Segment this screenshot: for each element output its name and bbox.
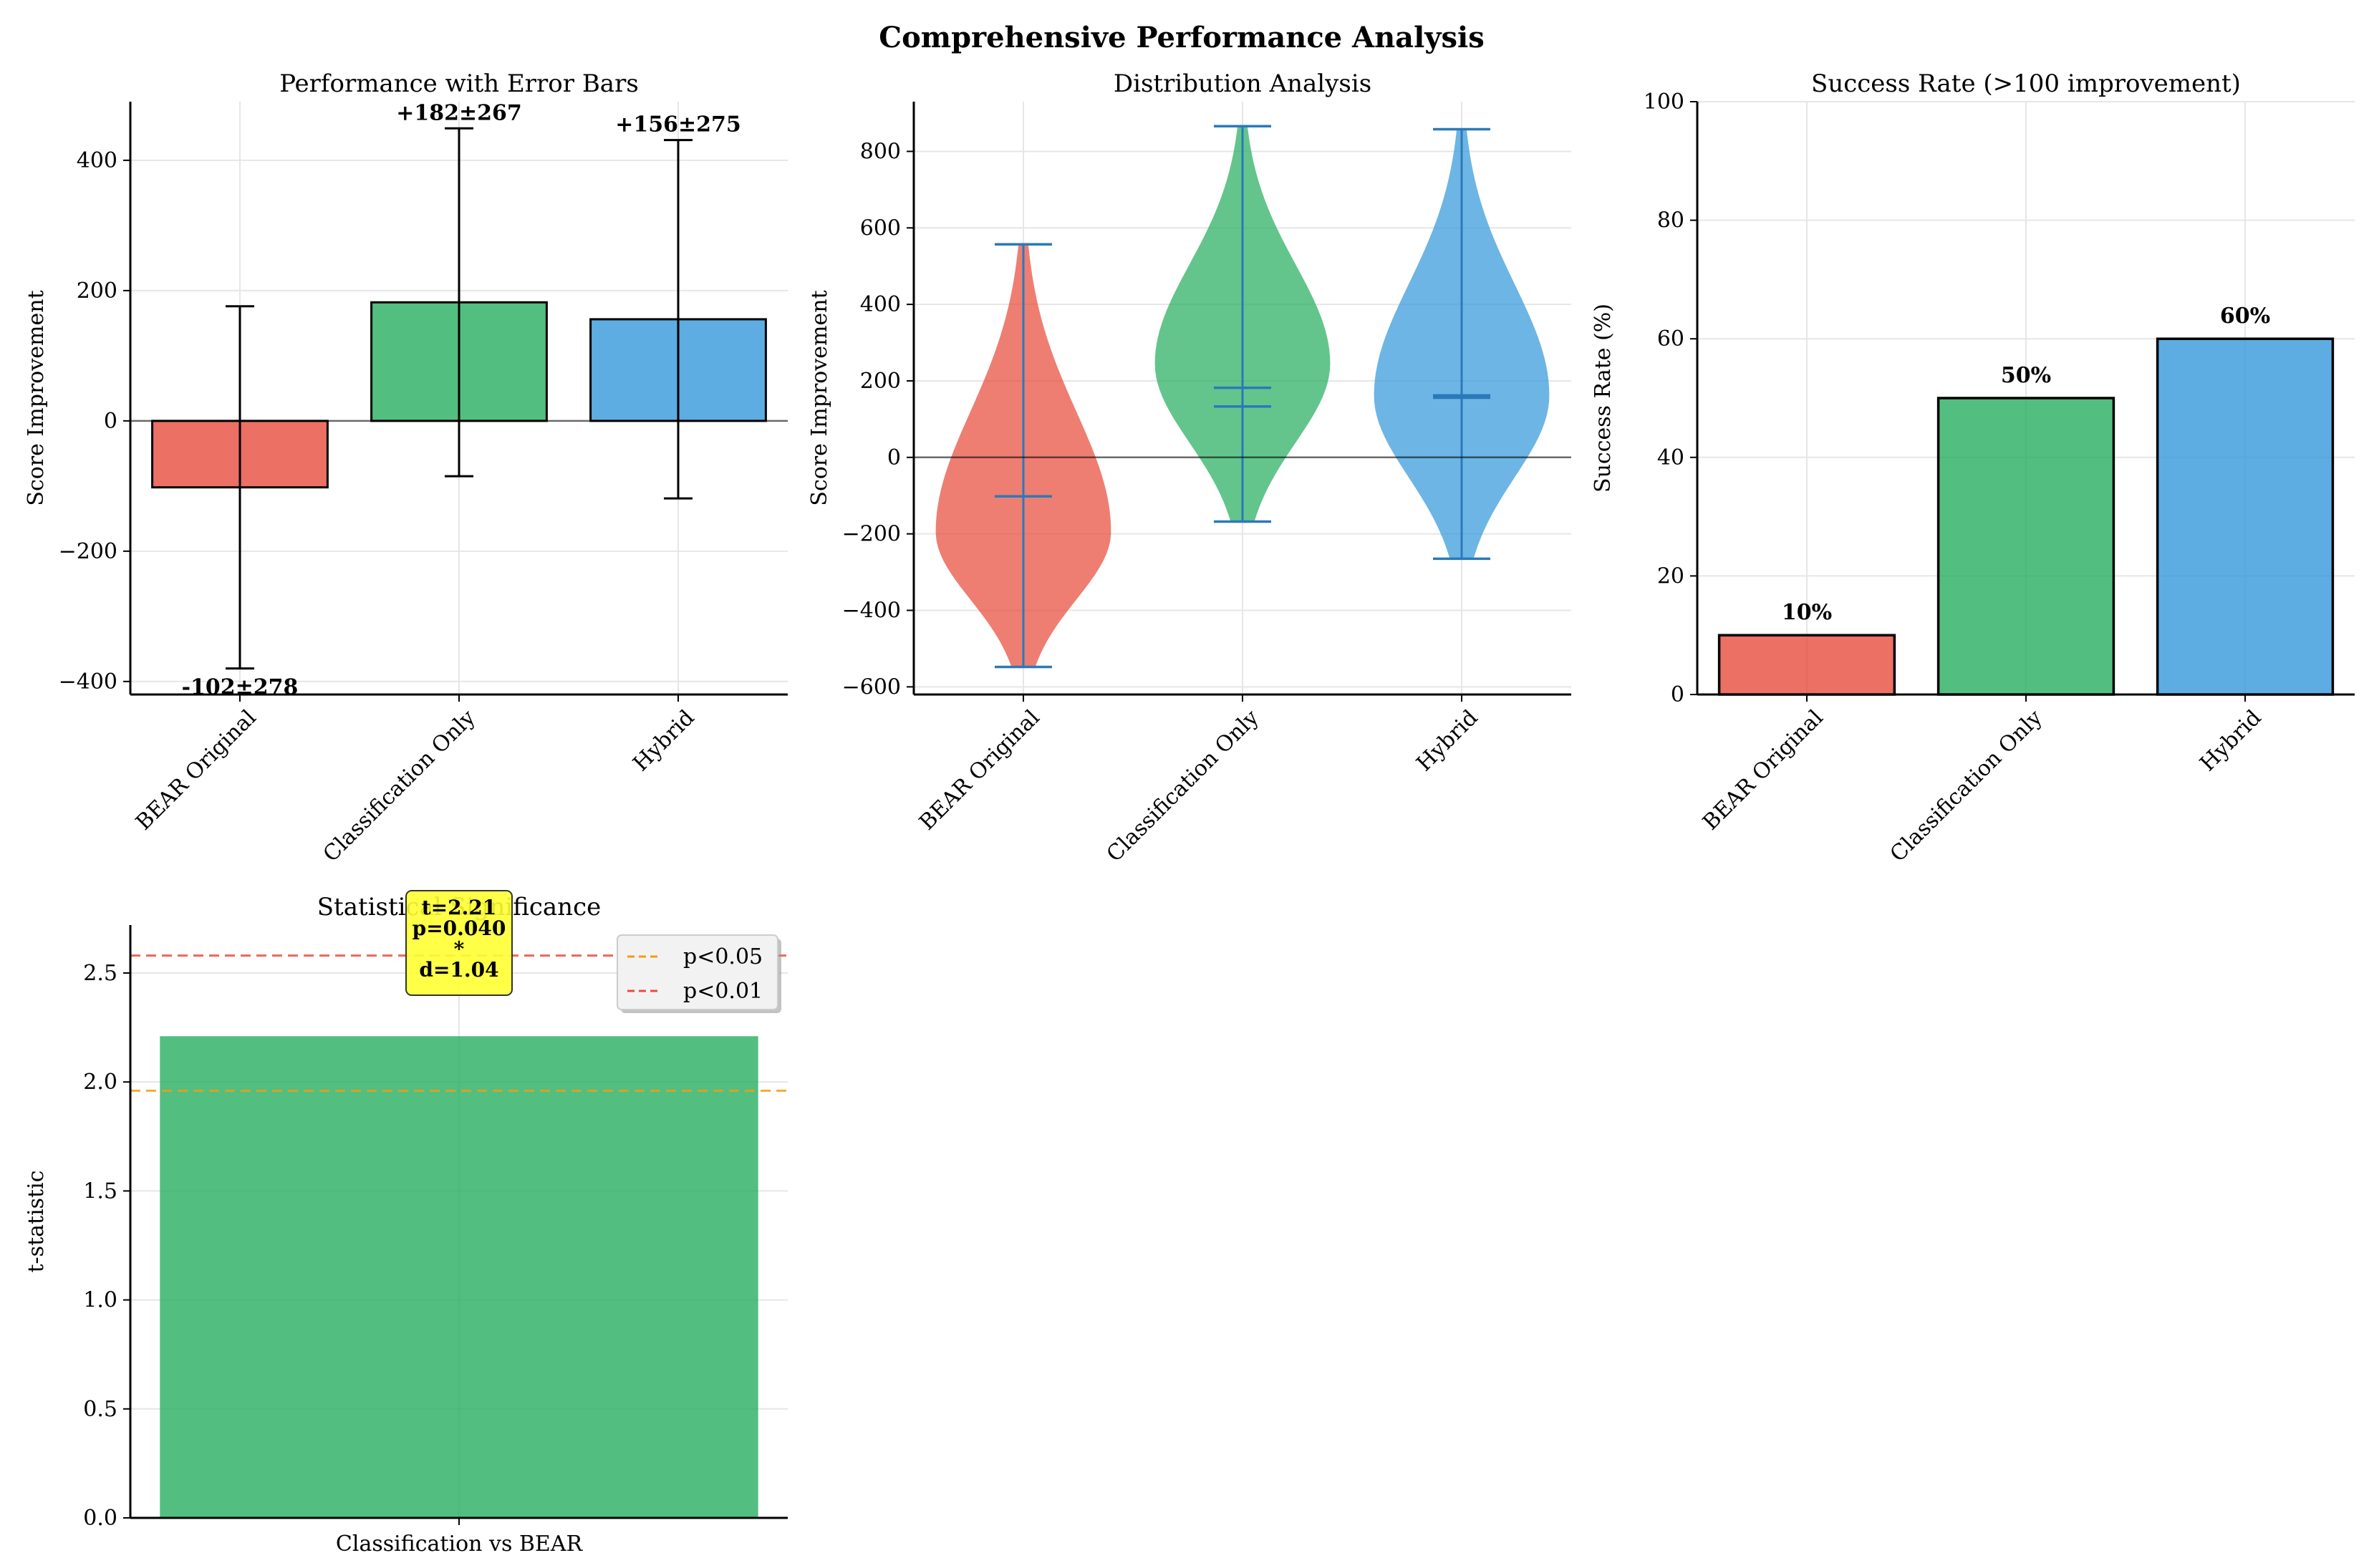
y-tick-label: 0.0 — [83, 1506, 117, 1531]
y-tick-label: 2.5 — [83, 961, 117, 986]
x-tick-label: BEAR Original — [131, 705, 261, 836]
y-tick-label: 60 — [1657, 326, 1684, 352]
x-tick-label: Hybrid — [2195, 705, 2266, 776]
annotation-box — [405, 890, 513, 996]
y-tick-label: 2.0 — [83, 1070, 117, 1095]
bar-value-label: +156±275 — [615, 112, 741, 137]
significance-chart-panel: Statistical Significancet-statistic0.00.… — [24, 890, 788, 1557]
annotation-line: p=0.040 — [413, 916, 506, 940]
y-tick-label: 0 — [104, 409, 117, 434]
y-tick-label: 80 — [1657, 208, 1684, 233]
y-tick-label: 0 — [887, 445, 901, 470]
y-tick-label: −200 — [842, 522, 901, 547]
bar — [2156, 337, 2335, 696]
bar-value-label: +182±267 — [396, 100, 522, 125]
bar — [160, 1036, 758, 1518]
y-tick-label: 400 — [77, 148, 117, 173]
y-tick-label: −400 — [842, 598, 901, 623]
chart-title: Success Rate (>100 improvement) — [1811, 69, 2241, 98]
x-tick-label: Classification Only — [1102, 705, 1264, 867]
y-tick-label: 40 — [1657, 445, 1684, 470]
y-tick-label: −600 — [842, 674, 901, 700]
y-axis-label: Score Improvement — [807, 290, 832, 505]
y-tick-label: 1.5 — [83, 1179, 117, 1204]
y-axis-label: Score Improvement — [24, 290, 49, 505]
x-tick-label: Classification Only — [1886, 705, 2047, 867]
y-tick-label: 200 — [860, 369, 901, 394]
legend-label: p<0.05 — [683, 944, 763, 969]
x-tick-label: BEAR Original — [915, 705, 1045, 836]
error-bar-chart-panel: Performance with Error Bars Score Improve… — [24, 69, 788, 867]
y-tick-label: 600 — [860, 216, 901, 241]
success-rate-chart-panel: Success Rate (>100 improvement) Success R… — [1591, 69, 2355, 867]
y-tick-label: 0 — [1671, 682, 1684, 707]
x-tick-label: Classification Only — [319, 705, 481, 867]
x-tick-label: Hybrid — [628, 705, 699, 776]
y-tick-label: 0.5 — [83, 1397, 117, 1422]
y-tick-label: 400 — [860, 292, 901, 317]
bar-value-label: 60% — [2220, 304, 2270, 329]
chart-title: Distribution Analysis — [1114, 69, 1371, 98]
x-tick-label: BEAR Original — [1698, 705, 1828, 836]
bar-value-label: 50% — [2001, 363, 2051, 388]
legend-label: p<0.01 — [683, 979, 763, 1004]
y-tick-label: 1.0 — [83, 1288, 117, 1313]
y-tick-label: 100 — [1644, 89, 1684, 115]
y-tick-label: −200 — [59, 539, 117, 564]
bar — [1936, 397, 2115, 696]
x-tick-label: Classification vs BEAR — [336, 1531, 584, 1557]
y-axis-label: Success Rate (%) — [1591, 304, 1616, 493]
y-axis-label: t-statistic — [24, 1170, 49, 1272]
violin-chart-panel: Distribution Analysis Score Improvement −6… — [807, 69, 1571, 867]
chart-title: Performance with Error Bars — [279, 69, 639, 98]
annotation-line: * — [454, 937, 465, 961]
y-tick-label: −400 — [59, 669, 117, 695]
bar-value-label: 10% — [1782, 600, 1832, 625]
figure-title: Comprehensive Performance Analysis — [879, 21, 1485, 54]
y-tick-label: 20 — [1657, 563, 1684, 589]
y-tick-label: 200 — [77, 279, 117, 304]
bar — [1717, 634, 1896, 696]
annotation-line: t=2.21 — [422, 896, 497, 919]
annotation-line: d=1.04 — [419, 958, 498, 982]
x-tick-label: Hybrid — [1412, 705, 1482, 776]
y-tick-label: 800 — [860, 139, 901, 164]
